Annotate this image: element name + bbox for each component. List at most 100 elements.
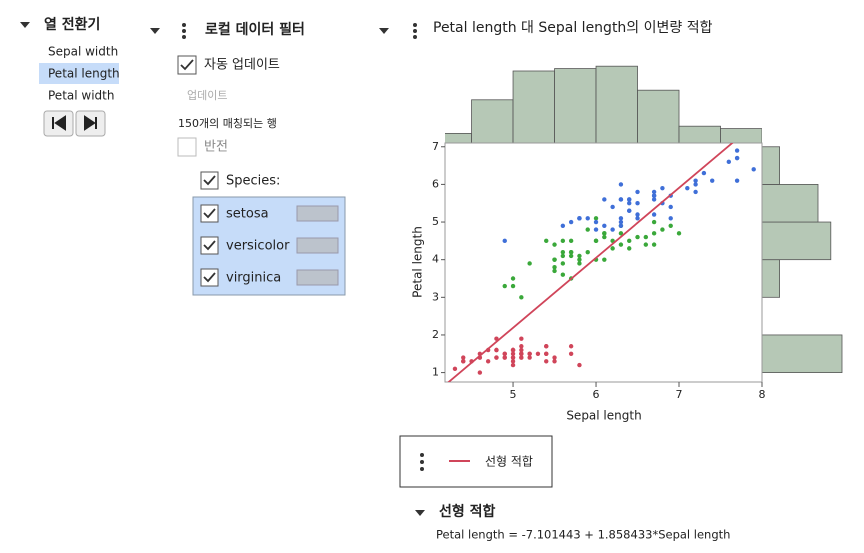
data-point: [510, 355, 516, 360]
data-point: [668, 223, 673, 229]
data-point: [602, 257, 607, 262]
histogram-bar: [761, 221, 832, 261]
histogram-bar: [637, 89, 680, 143]
data-point: [643, 234, 649, 240]
data-point: [734, 155, 740, 161]
histogram-bar: [761, 334, 843, 373]
data-point: [510, 276, 516, 281]
collapse-icon[interactable]: [379, 28, 389, 34]
data-point: [602, 231, 607, 236]
check: [203, 272, 216, 283]
fit-equation: Petal length = -7.101443 + 1.858433*Sepa…: [436, 528, 730, 542]
menu-icon[interactable]: [182, 23, 186, 39]
data-point: [693, 178, 698, 183]
data-point: [502, 283, 507, 289]
data-point: [552, 265, 557, 270]
data-point: [651, 231, 657, 236]
chart-title: Petal length 대 Sepal length의 이변량 적합: [433, 20, 713, 36]
data-point: [651, 189, 657, 195]
check: [180, 59, 194, 71]
x-tick-label: 5: [510, 388, 517, 401]
y-axis-label: Petal length: [411, 226, 425, 298]
data-point: [651, 212, 657, 217]
data-point: [519, 355, 524, 360]
data-point: [502, 355, 507, 360]
level-label[interactable]: virginica: [226, 271, 281, 286]
y-tick-label: 4: [432, 253, 439, 266]
panel-title: 열 전환기: [44, 16, 100, 33]
collapse-icon[interactable]: [415, 510, 425, 516]
level-label[interactable]: versicolor: [226, 239, 290, 254]
data-point: [751, 167, 756, 172]
histogram-bar: [761, 184, 819, 223]
data-point: [635, 189, 640, 195]
levels: setosa versicolor virginica: [200, 204, 339, 287]
collapse-icon[interactable]: [20, 22, 30, 28]
data-point: [527, 355, 532, 360]
column-item[interactable]: Sepal width: [48, 45, 118, 59]
checkbox-label: Species:: [226, 174, 280, 189]
data-point: [685, 185, 690, 191]
data-point: [552, 355, 557, 360]
data-point: [477, 370, 483, 375]
data-point: [627, 238, 632, 244]
histogram-bar: [471, 99, 514, 143]
update-button[interactable]: 업데이트: [187, 89, 227, 102]
menu-icon[interactable]: [413, 23, 417, 39]
data-point: [651, 193, 657, 198]
data-point: [485, 359, 491, 364]
data-point: [560, 272, 566, 277]
data-point: [618, 216, 624, 221]
check: [203, 208, 216, 219]
y-tick-label: 6: [432, 177, 439, 190]
y-tick-label: 5: [432, 215, 439, 228]
data-point: [593, 216, 599, 221]
data-point: [527, 351, 532, 356]
checkbox[interactable]: [177, 55, 197, 75]
level-swatch: [296, 205, 339, 222]
level-label[interactable]: setosa: [226, 207, 269, 222]
section-title: 선형 적합: [439, 503, 496, 520]
data-point: [710, 178, 715, 183]
data-point: [693, 182, 698, 187]
column-item[interactable]: Petal width: [48, 89, 114, 103]
chart: 5 6 7 8 1 2 3 4 5 6 7: [432, 65, 843, 401]
data-point: [535, 351, 541, 356]
data-point: [701, 170, 707, 176]
panel-title: 로컬 데이터 필터: [205, 21, 305, 38]
menu-icon[interactable]: [420, 453, 424, 471]
data-point: [461, 359, 466, 364]
data-point: [610, 227, 615, 232]
data-point: [544, 344, 549, 349]
histogram-bar: [595, 65, 638, 143]
data-point: [577, 362, 582, 368]
data-point: [544, 351, 549, 356]
data-point: [635, 201, 640, 206]
data-point: [734, 178, 740, 183]
data-point: [510, 351, 516, 356]
data-point: [651, 197, 657, 202]
data-point: [660, 185, 665, 191]
data-point: [568, 238, 574, 244]
collapse-icon[interactable]: [150, 28, 160, 34]
data-point: [668, 204, 673, 210]
column-item[interactable]: Petal length: [48, 67, 120, 81]
histogram-bar: [720, 128, 762, 143]
data-point: [627, 201, 632, 206]
data-point: [618, 223, 624, 229]
legend-label: 선형 적합: [485, 455, 533, 469]
data-point: [568, 249, 574, 255]
data-point: [618, 219, 624, 225]
data-point: [560, 261, 566, 266]
level-swatch: [296, 269, 339, 286]
data-point: [651, 219, 657, 225]
histogram-bar: [554, 68, 597, 143]
checkbox-label: 반전: [204, 140, 228, 155]
checkbox[interactable]: [177, 137, 197, 157]
legend: [399, 435, 553, 488]
data-point: [519, 347, 524, 353]
data-point: [568, 344, 574, 349]
data-point: [452, 366, 458, 372]
